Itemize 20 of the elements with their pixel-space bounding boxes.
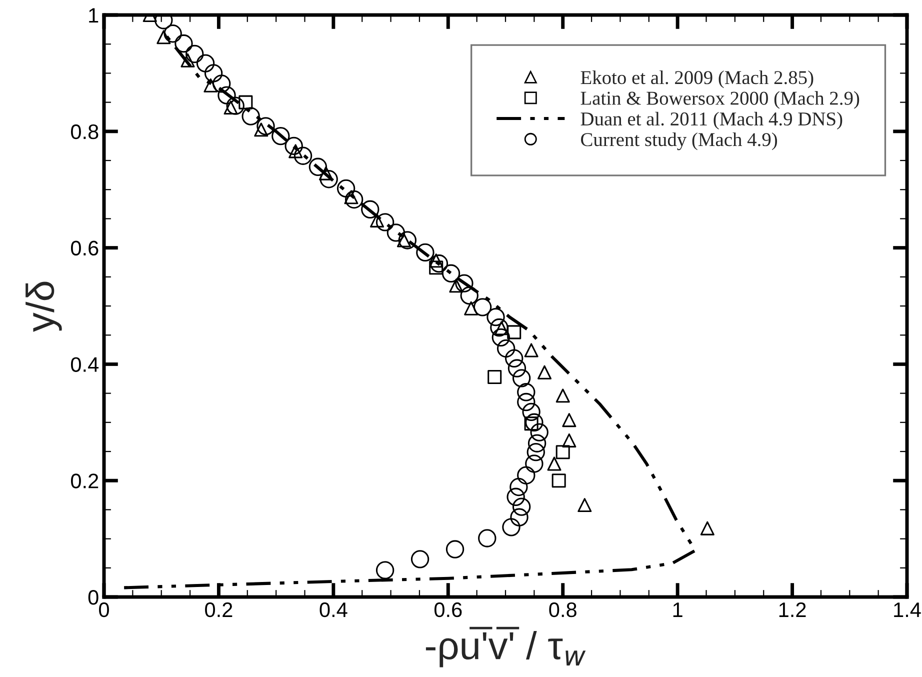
legend-label: Ekoto et al. 2009 (Mach 2.85) bbox=[580, 70, 814, 88]
y-tick-label: 0.6 bbox=[70, 240, 98, 256]
legend-label: Duan et al. 2011 (Mach 4.9 DNS) bbox=[580, 112, 842, 130]
x-tick-label: 0 bbox=[99, 602, 109, 618]
x-axis-title: -ρu̅'v̅' / τ$_{w}$ bbox=[426, 626, 586, 668]
y-tick-label: 0 bbox=[88, 590, 98, 605]
x-tick-label: 1.2 bbox=[779, 602, 806, 617]
x-tick-label: 1 bbox=[673, 602, 682, 617]
y-tick-label: 1 bbox=[89, 8, 98, 23]
x-tick-label: 0.4 bbox=[320, 602, 348, 618]
x-tick-label: 1.4 bbox=[894, 602, 921, 617]
y-tick-label: 0.4 bbox=[70, 357, 99, 372]
y-tick-label: 0.2 bbox=[70, 474, 98, 488]
x-tick-label: 0.6 bbox=[434, 602, 462, 618]
legend-label: Latin & Bowersox 2000 (Mach 2.9) bbox=[580, 91, 860, 109]
y-tick-label: 0.8 bbox=[70, 124, 98, 140]
legend-label: Current study (Mach 4.9) bbox=[581, 132, 778, 150]
x-tick-label: 0.2 bbox=[205, 602, 232, 618]
x-tick-label: 0.8 bbox=[549, 602, 576, 618]
y-axis-title: y/δ bbox=[26, 282, 62, 332]
